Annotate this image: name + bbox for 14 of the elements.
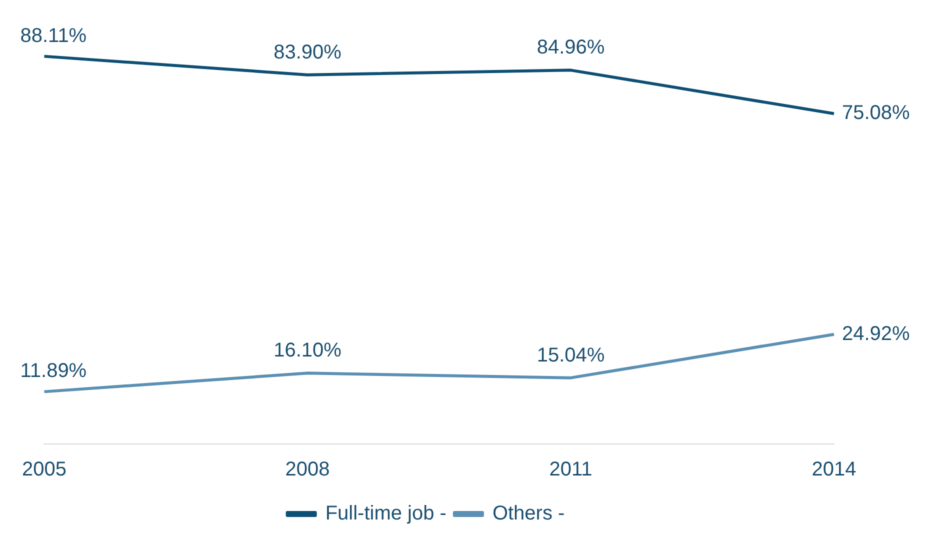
data-label: 16.10% — [274, 340, 342, 362]
data-label: 11.89% — [20, 360, 87, 382]
legend-label: Others - — [492, 502, 565, 525]
data-label: 75.08% — [842, 102, 910, 124]
x-tick-label: 2005 — [22, 458, 66, 481]
data-label: 15.04% — [536, 344, 605, 366]
data-label: 84.96% — [536, 36, 605, 59]
x-tick-label: 2014 — [812, 458, 856, 481]
data-label: 88.11% — [20, 24, 87, 47]
x-tick-label: 2008 — [285, 458, 330, 481]
legend-label: Full-time job - — [325, 502, 446, 525]
data-label: 24.92% — [842, 322, 910, 345]
x-tick-label: 2011 — [549, 458, 592, 481]
data-label: 83.90% — [274, 41, 342, 64]
